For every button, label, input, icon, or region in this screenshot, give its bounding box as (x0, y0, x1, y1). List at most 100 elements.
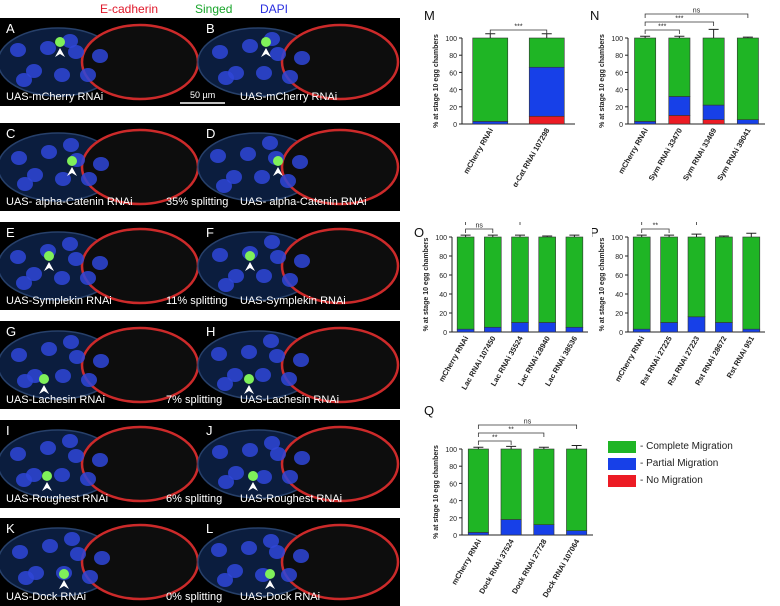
arrowhead-icon (248, 482, 258, 491)
bar-segment (566, 448, 588, 531)
bar-segment (538, 236, 556, 323)
nucleus (241, 541, 257, 555)
legend-none-swatch (608, 474, 636, 487)
significance-label: ** (508, 427, 514, 434)
arrowhead-icon (59, 580, 69, 589)
egg-chamber: G UAS-Lachesin RNAi (0, 324, 200, 406)
nucleus (62, 237, 78, 251)
nucleus (293, 549, 309, 563)
nucleus (255, 368, 271, 382)
legend-dapi: DAPI (260, 2, 289, 16)
significance-bracket (477, 432, 545, 437)
nucleus (68, 252, 84, 266)
micrograph-row: C UAS- alpha-Catenin RNAi D UAS- alpha-Cate… (0, 123, 400, 211)
error-bar (664, 234, 675, 237)
significance-label: *** (675, 16, 683, 23)
nucleus (294, 451, 310, 465)
legend-partial: - Partial Migration (608, 455, 733, 472)
nucleus (270, 250, 286, 264)
stacked-bar-chart: M 0 20 40 60 80 100 % at stage 10 egg chambers m… (424, 8, 575, 189)
x-tick-label: Dock RNAi 37524 (477, 537, 516, 596)
error-bar (640, 35, 651, 38)
significance-label: *** (658, 24, 666, 31)
y-tick-label: 20 (449, 516, 457, 523)
oocyte (280, 23, 400, 101)
nucleus (41, 145, 57, 159)
micrograph-row: I UAS-Roughest RNAi J UAS-Roughest RNAi 6% s… (0, 420, 400, 508)
bar-segment (715, 236, 733, 323)
arrowhead-icon (44, 262, 54, 271)
y-tick-label: 20 (449, 105, 457, 112)
x-tick-label: Sym RNAi 33469 (681, 127, 718, 183)
oocyte (280, 326, 400, 404)
genotype-label: UAS-Dock RNAi (6, 591, 86, 603)
nucleus (68, 45, 84, 59)
splitting-label: 6% splitting (166, 493, 222, 505)
y-tick-label: 80 (615, 53, 623, 60)
nucleus (55, 172, 71, 186)
border-cell-cluster (59, 569, 69, 579)
nucleus (70, 547, 86, 561)
nucleus (216, 179, 232, 193)
nucleus (55, 369, 71, 383)
nucleus (263, 334, 279, 348)
y-tick-label: 60 (615, 273, 623, 280)
nucleus (292, 155, 308, 169)
arrowhead-icon (42, 482, 52, 491)
nucleus (92, 256, 108, 270)
bar-segment (533, 524, 555, 536)
nucleus (80, 68, 96, 82)
egg-chamber: H UAS-Lachesin RNAi (197, 324, 400, 406)
significance-label: *** (514, 24, 522, 31)
nucleus (17, 177, 33, 191)
y-tick-label: 40 (449, 499, 457, 506)
y-tick-label: 80 (439, 254, 447, 261)
y-tick-label: 60 (615, 70, 623, 77)
bar-segment (687, 236, 706, 318)
significance-bracket (477, 424, 578, 429)
nucleus (294, 254, 310, 268)
x-tick-label: mCherry RNAi (450, 538, 483, 587)
genotype-label: UAS-Roughest RNAi (240, 493, 342, 505)
micrograph-svg: E UAS-Symplekin RNAi F UAS-Symplekin RNAi 11… (0, 225, 400, 307)
legend-partial-swatch (608, 457, 636, 470)
error-bar (691, 233, 702, 237)
border-cell-cluster (55, 37, 65, 47)
nucleus (41, 342, 57, 356)
x-tick-label: mCherry RNAi (462, 127, 495, 176)
panel-letter: F (206, 225, 214, 240)
significance-bracket (644, 21, 715, 26)
panel-letter: H (206, 324, 215, 339)
genotype-label: UAS-Dock RNAi (240, 591, 320, 603)
nucleus (16, 276, 32, 290)
bar-segment (702, 104, 725, 121)
bar-segment (538, 322, 556, 333)
splitting-label: 11% splitting (166, 295, 228, 307)
legend-none: - No Migration (608, 472, 733, 489)
arrowhead-icon (273, 167, 283, 176)
nucleus (54, 271, 70, 285)
bar-segment (566, 530, 588, 536)
nucleus (270, 47, 286, 61)
legend-complete-label: - Complete Migration (640, 441, 733, 452)
x-tick-label: α-Cat RNAi 107298 (510, 127, 551, 189)
nucleus (242, 443, 258, 457)
egg-chamber: C UAS- alpha-Catenin RNAi (0, 126, 200, 208)
nucleus (210, 149, 226, 163)
y-tick-label: 80 (449, 53, 457, 60)
nucleus (81, 172, 97, 186)
significance-label: ** (492, 435, 498, 442)
legend-complete: - Complete Migration (608, 438, 733, 455)
nucleus (281, 372, 297, 386)
bar-segment (668, 37, 691, 97)
y-tick-label: 60 (449, 70, 457, 77)
genotype-label: UAS-Lachesin RNAi (6, 394, 105, 406)
nucleus (264, 436, 280, 450)
error-bar (485, 33, 496, 38)
y-tick-label: 40 (615, 88, 623, 95)
nucleus (11, 151, 27, 165)
nucleus (54, 468, 70, 482)
bar-segment (528, 115, 565, 125)
significance-bracket (465, 228, 494, 233)
